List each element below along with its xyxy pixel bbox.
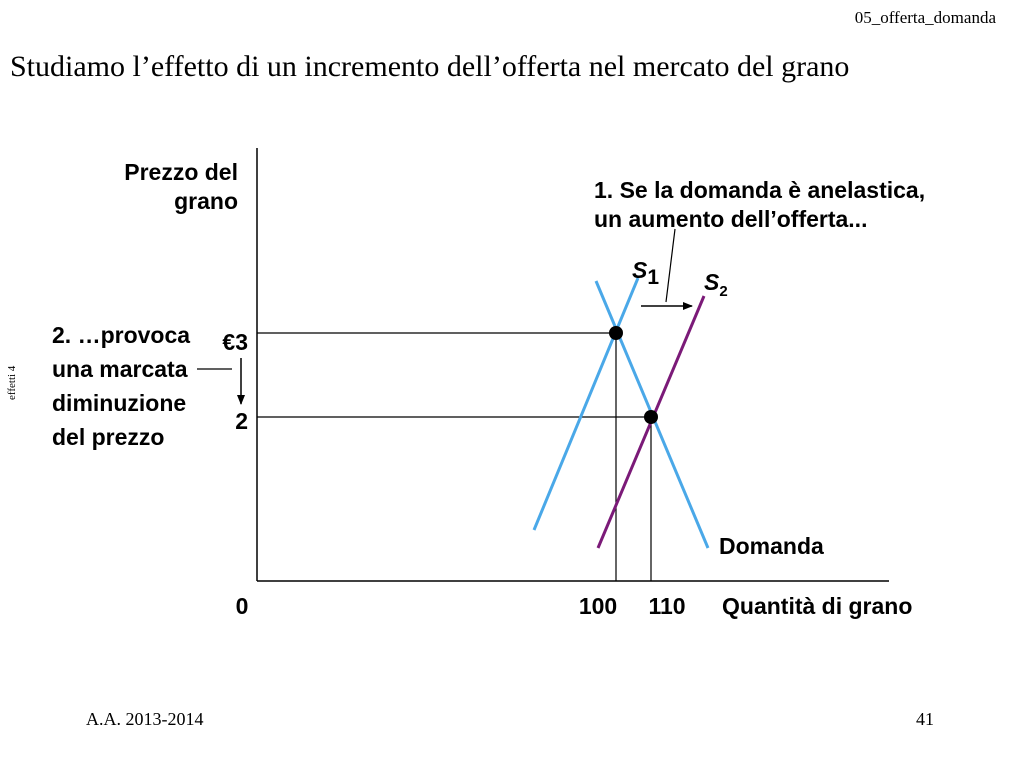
price-high-label: €3 xyxy=(222,329,248,355)
y-axis-label-line1: Prezzo del xyxy=(124,159,238,185)
s1-letter: S xyxy=(632,257,648,283)
annotation1-line2: un aumento dell’offerta... xyxy=(594,206,867,232)
y-axis-label-line2: grano xyxy=(174,188,238,214)
s1-subscript: 1 xyxy=(647,266,659,289)
s1-label: S1 xyxy=(632,257,659,289)
slide-title: Studiamo l’effetto di un incremento dell… xyxy=(10,50,850,83)
footer-academic-year: A.A. 2013-2014 xyxy=(86,709,204,729)
s2-subscript: 2 xyxy=(719,283,727,300)
annotation2-line2: una marcata xyxy=(52,356,188,382)
annotation1-leader xyxy=(665,228,676,303)
origin-label: 0 xyxy=(236,593,249,619)
demand-label: Domanda xyxy=(719,533,824,559)
s2-label: S2 xyxy=(704,269,728,300)
annotation2-line1: 2. …provoca xyxy=(52,322,190,348)
annotation2-line3: diminuzione xyxy=(52,390,186,416)
equilibrium-point-initial xyxy=(609,326,623,340)
qty-low-label: 100 xyxy=(579,593,617,619)
equilibrium-point-new xyxy=(644,410,658,424)
annotation1-line1: 1. Se la domanda è anelastica, xyxy=(594,177,925,203)
supply-curve-s1 xyxy=(532,277,640,531)
x-axis-label: Quantità di grano xyxy=(722,593,912,619)
page-number: 41 xyxy=(916,709,934,729)
qty-high-label: 110 xyxy=(648,593,685,619)
s2-letter: S xyxy=(704,269,720,295)
annotation2-line4: del prezzo xyxy=(52,424,164,450)
price-low-label: 2 xyxy=(235,408,248,434)
file-tag: 05_offerta_domanda xyxy=(854,8,996,27)
